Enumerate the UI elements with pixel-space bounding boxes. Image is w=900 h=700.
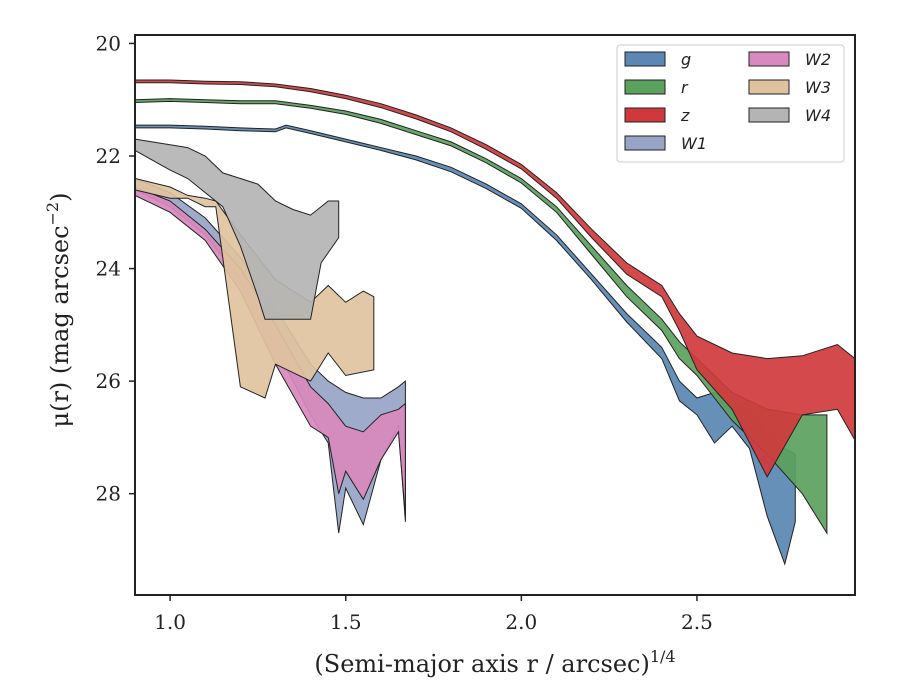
y-tick-label: 20 xyxy=(96,31,121,55)
x-tick-label: 2.5 xyxy=(681,610,713,634)
legend-box xyxy=(616,44,845,163)
legend-label-w1: W1 xyxy=(681,134,707,153)
x-axis-ticks: 1.0 1.5 2.0 2.5 xyxy=(154,595,713,634)
y-axis-label-sup: −2 xyxy=(43,202,62,226)
legend-label-w3: W3 xyxy=(805,78,831,97)
legend-swatch-w2 xyxy=(748,51,790,67)
y-axis-ticks: 20 22 24 26 28 xyxy=(96,31,135,506)
legend: grz W1 W2 W3 W4 xyxy=(616,44,845,163)
x-axis-label-sup: 1/4 xyxy=(650,647,676,666)
legend-swatch-w1 xyxy=(624,135,666,151)
series-r-band xyxy=(134,98,828,535)
y-axis-label-main: μ(r) (mag arcsec xyxy=(46,225,74,427)
legend-swatch-g xyxy=(624,51,666,67)
y-axis-label: μ(r) (mag arcsec−2) xyxy=(43,193,74,428)
y-tick-label: 28 xyxy=(96,482,121,506)
legend-label-w2: W2 xyxy=(805,50,831,69)
legend-swatch-w3 xyxy=(748,79,790,95)
y-axis-label-end: ) xyxy=(46,193,74,202)
x-axis-label-main: (Semi-major axis r / arcsec) xyxy=(314,650,649,678)
series-fills xyxy=(134,79,856,566)
x-axis-label: (Semi-major axis r / arcsec)1/4 xyxy=(314,647,675,678)
x-tick-label: 1.0 xyxy=(154,610,186,634)
legend-label-w4: W4 xyxy=(805,106,831,125)
legend-swatch-w4 xyxy=(748,107,790,123)
legend-label-g: g xyxy=(681,50,691,69)
legend-label-z: z xyxy=(680,106,690,125)
x-tick-label: 2.0 xyxy=(505,610,537,634)
series-g-band xyxy=(134,124,796,566)
plot-frame xyxy=(134,34,856,596)
y-tick-label: 24 xyxy=(96,257,121,281)
legend-swatch-z xyxy=(624,107,666,123)
y-tick-label: 26 xyxy=(96,369,121,393)
y-tick-label: 22 xyxy=(96,144,121,168)
legend-swatch-r xyxy=(624,79,666,95)
series-w4-band xyxy=(134,138,340,320)
legend-label-r: r xyxy=(681,78,689,97)
x-tick-label: 1.5 xyxy=(330,610,362,634)
